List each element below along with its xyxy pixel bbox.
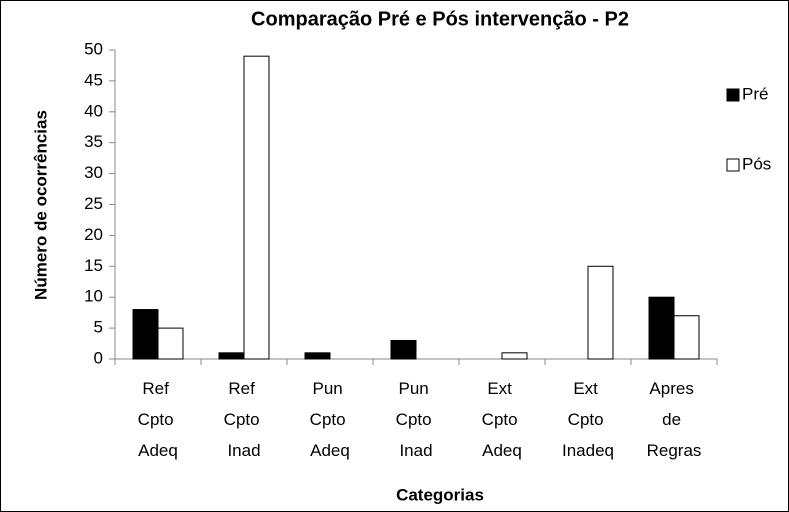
bar (501, 352, 528, 360)
bar (648, 296, 675, 360)
x-axis-title: Categorias (396, 485, 484, 504)
bar (157, 327, 184, 360)
bar (243, 55, 270, 360)
legend-swatch (726, 158, 740, 172)
bar (587, 265, 614, 360)
chart-title: Comparação Pré e Pós intervenção - P2 (251, 8, 629, 30)
bar (132, 309, 159, 360)
bar (218, 352, 245, 360)
y-axis-title: Número de ocorrências (31, 110, 50, 300)
x-tick-label: Pun Cpto Inad (396, 379, 437, 460)
y-tick-label: 45 (84, 70, 103, 89)
legend-swatch (726, 88, 740, 102)
bar (304, 352, 331, 360)
bar (673, 315, 700, 360)
y-tick-label: 15 (84, 256, 103, 275)
y-tick-label: 40 (84, 101, 103, 120)
y-tick-label: 0 (94, 348, 103, 367)
y-tick-label: 25 (84, 194, 103, 213)
x-tick-label: Ext Cpto Adeq (482, 379, 523, 460)
legend-label: Pré (742, 84, 768, 103)
y-tick-label: 35 (84, 132, 103, 151)
x-tick-label: Ext Cpto Inadeq (562, 379, 614, 460)
x-tick-label: Apres de Regras (647, 379, 702, 460)
y-tick-label: 20 (84, 225, 103, 244)
x-tick-label: Ref Cpto Inad (224, 379, 265, 460)
y-tick-label: 10 (84, 287, 103, 306)
x-tick-label: Ref Cpto Adeq (138, 379, 179, 460)
x-tick-label: Pun Cpto Adeq (310, 379, 351, 460)
bar (390, 339, 417, 360)
y-tick-label: 30 (84, 163, 103, 182)
y-tick-label: 5 (94, 318, 103, 337)
legend-label: Pós (742, 154, 771, 173)
y-tick-label: 50 (84, 39, 103, 58)
